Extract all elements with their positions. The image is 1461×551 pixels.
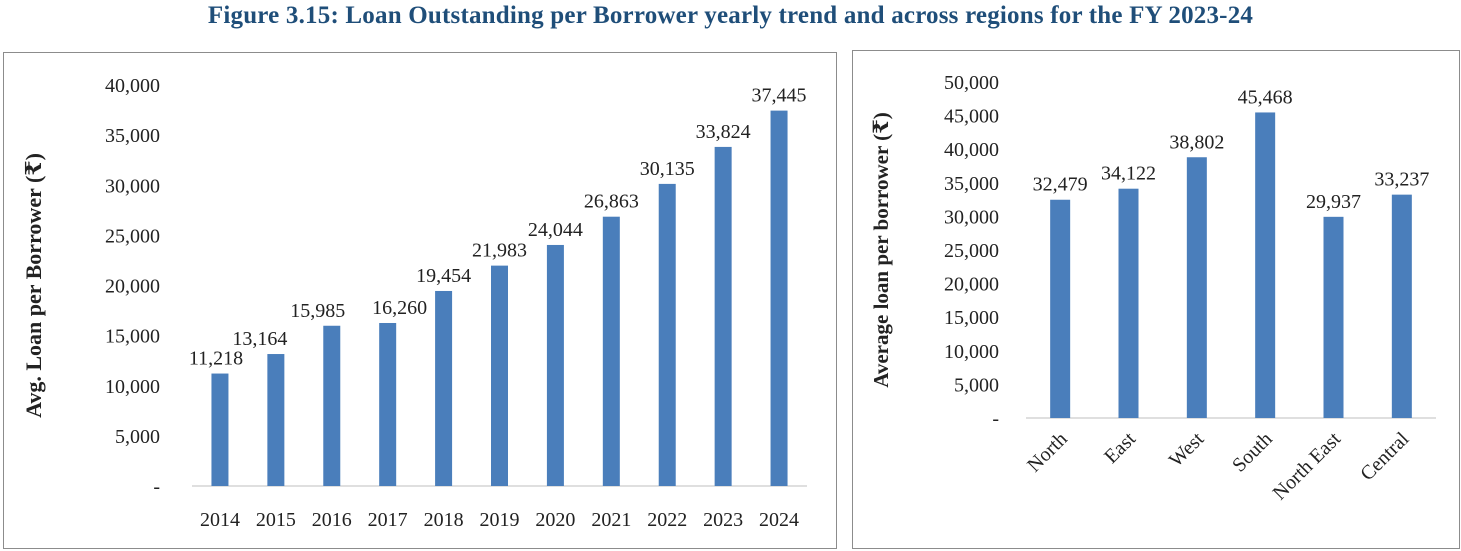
- y-tick-label: 15,000: [944, 307, 999, 329]
- bar-2018: [435, 290, 453, 486]
- x-tick-label: 2021: [591, 509, 631, 531]
- y-tick-label: 30,000: [944, 206, 999, 228]
- figure-title: Figure 3.15: Loan Outstanding per Borrow…: [207, 2, 1254, 29]
- y-tick-label: 20,000: [944, 274, 999, 296]
- yearly-trend-chart-panel: Avg. Loan per Borrower (₹) - 5,000 10,000 15…: [3, 52, 837, 549]
- data-label: 24,044: [528, 219, 583, 241]
- data-label: 37,445: [752, 85, 807, 107]
- x-tick-label: 2022: [647, 509, 687, 531]
- y-tick-label: 45,000: [944, 106, 999, 128]
- y-tick-label: 25,000: [944, 240, 999, 262]
- yearly-trend-chart: Avg. Loan per Borrower (₹) - 5,000 10,000 15…: [21, 75, 807, 531]
- bar-2016: [323, 325, 341, 486]
- x-tick-label: North East: [1269, 428, 1346, 505]
- regional-chart: Average loan per borrower (₹) - 5,000 10,00…: [869, 72, 1436, 505]
- y-tick-label: 10,000: [944, 341, 999, 363]
- bar-west: [1186, 157, 1207, 418]
- bar-2014: [211, 373, 229, 486]
- y-tick-label: 50,000: [944, 72, 999, 94]
- x-tick-label: East: [1100, 428, 1140, 468]
- y-tick-label: 5,000: [954, 374, 999, 396]
- bar-2021: [602, 216, 620, 486]
- x-tick-label: 2015: [256, 509, 296, 531]
- bar-2015: [267, 354, 285, 486]
- y-tick-label: 15,000: [105, 326, 160, 348]
- bar-central: [1391, 194, 1412, 418]
- y-tick-label: 35,000: [105, 125, 160, 147]
- data-label: 38,802: [1169, 131, 1224, 153]
- data-label: 34,122: [1101, 163, 1156, 185]
- data-label: 30,135: [640, 158, 695, 180]
- y-axis-label: Avg. Loan per Borrower (₹): [21, 153, 46, 418]
- y-tick-label: 25,000: [105, 225, 160, 247]
- x-tick-label: West: [1165, 428, 1209, 472]
- data-label: 32,479: [1033, 174, 1088, 196]
- y-tick-label: 40,000: [105, 75, 160, 97]
- bar-south: [1255, 112, 1276, 418]
- y-tick-label: 40,000: [944, 139, 999, 161]
- data-label: 26,863: [584, 191, 639, 213]
- bar-2023: [714, 146, 732, 486]
- x-tick-label: 2023: [703, 509, 743, 531]
- data-label: 11,218: [189, 348, 243, 370]
- data-label: 29,937: [1306, 191, 1361, 213]
- data-label: 15,985: [290, 300, 345, 322]
- y-axis-label: Average loan per borrower (₹): [869, 112, 893, 388]
- data-label: 19,454: [416, 265, 471, 287]
- data-label: 45,468: [1238, 86, 1293, 108]
- y-tick-label: -: [153, 476, 160, 498]
- data-label: 13,164: [232, 328, 287, 350]
- bar-2017: [379, 322, 397, 486]
- y-tick-label: 5,000: [115, 426, 160, 448]
- data-label: 16,260: [372, 297, 427, 319]
- y-tick-label: 35,000: [944, 173, 999, 195]
- x-tick-label: 2024: [759, 509, 799, 531]
- y-tick-label: 10,000: [105, 376, 160, 398]
- x-tick-label: South: [1228, 428, 1277, 477]
- data-label: 21,983: [472, 240, 527, 262]
- bar-2024: [770, 110, 788, 486]
- bar-2019: [491, 265, 508, 486]
- y-tick-label: 20,000: [105, 276, 160, 298]
- x-tick-label: Central: [1356, 428, 1413, 485]
- data-label: 33,824: [696, 121, 751, 143]
- x-tick-label: 2016: [312, 509, 352, 531]
- y-tick-label: -: [992, 408, 999, 430]
- x-tick-label: 2018: [424, 509, 464, 531]
- x-tick-label: North: [1023, 428, 1072, 477]
- x-tick-label: 2014: [200, 509, 240, 531]
- regional-chart-panel: Average loan per borrower (₹) - 5,000 10,00…: [852, 50, 1460, 549]
- bar-2022: [658, 183, 676, 487]
- bar-east: [1118, 188, 1139, 418]
- bar-north: [1050, 199, 1071, 418]
- x-tick-label: 2017: [368, 509, 408, 531]
- x-tick-label: 2019: [480, 509, 520, 531]
- y-tick-label: 30,000: [105, 175, 160, 197]
- bar-2020: [546, 244, 564, 486]
- data-label: 33,237: [1374, 169, 1429, 191]
- bar-north-east: [1323, 216, 1344, 418]
- x-tick-label: 2020: [535, 509, 575, 531]
